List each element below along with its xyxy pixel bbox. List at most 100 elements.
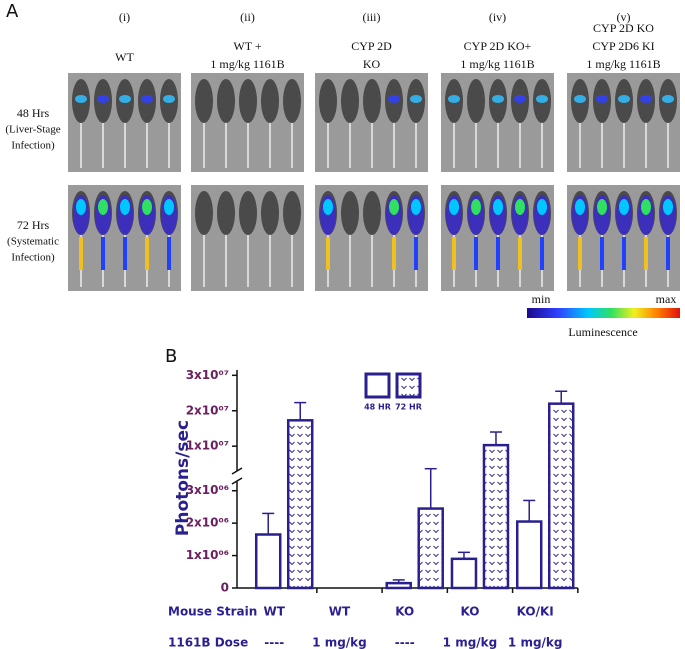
colorbar-max: max — [656, 292, 677, 306]
axis-break — [231, 477, 243, 485]
column-numeral: (i) — [119, 10, 130, 24]
colorbar-label: Luminescence — [568, 325, 637, 339]
category-label: KO/KI — [517, 605, 554, 619]
bar — [385, 581, 412, 590]
mouse — [341, 191, 359, 235]
dose-label: 1 mg/kg — [443, 636, 498, 649]
column-numeral: (v) — [617, 10, 631, 24]
category-label: WT — [329, 605, 351, 619]
y-tick-label: 3x10⁰⁷ — [186, 368, 229, 382]
signal — [163, 95, 175, 103]
legend-label: 48 HR — [364, 403, 391, 412]
colorbar — [527, 308, 680, 318]
legend-swatch — [364, 372, 391, 399]
signal — [597, 199, 607, 215]
column-label: WT + — [233, 39, 261, 53]
dose-label: 1 mg/kg — [312, 636, 367, 649]
y-tick-label: 0 — [221, 581, 229, 595]
column-label: 1 mg/kg 1161B — [586, 57, 660, 71]
category-label: WT — [264, 605, 286, 619]
bar — [417, 507, 444, 590]
signal — [120, 199, 130, 215]
signal — [618, 95, 630, 103]
mouse — [195, 79, 213, 123]
signal — [619, 199, 629, 215]
signal — [76, 199, 86, 215]
row-label: (Liver-Stage — [5, 124, 60, 136]
column-label: WT — [115, 50, 134, 64]
y-tick-label: 1x10⁰⁷ — [186, 439, 229, 453]
y-tick-label: 3x10⁰⁶ — [186, 483, 229, 497]
y-tick-label: 2x10⁰⁷ — [186, 403, 229, 417]
mouse — [363, 191, 381, 235]
y-axis-label: Photons/sec — [173, 420, 193, 536]
bar — [286, 419, 314, 590]
signal — [119, 95, 131, 103]
mouse — [217, 191, 235, 235]
dose-label: ---- — [395, 636, 415, 649]
signal — [142, 199, 152, 215]
signal — [448, 95, 460, 103]
signal — [515, 199, 525, 215]
y-tick-label: 2x10⁰⁶ — [186, 516, 229, 530]
column-numeral: (iii) — [363, 10, 381, 24]
dose-label: 1 mg/kg — [508, 636, 563, 649]
category-label: KO — [460, 605, 479, 619]
legend-swatch — [395, 372, 422, 399]
row-label: Infection) — [11, 252, 55, 264]
signal — [323, 199, 333, 215]
row-label: 72 Hrs — [17, 218, 50, 232]
dose-label: ---- — [264, 636, 284, 649]
signal — [641, 199, 651, 215]
signal — [514, 95, 526, 103]
mouse — [195, 191, 213, 235]
signal — [640, 95, 652, 103]
bar — [450, 557, 478, 590]
signal — [449, 199, 459, 215]
row-label: Mouse Strain — [168, 605, 257, 619]
category-label: KO — [395, 605, 414, 619]
column-numeral: (ii) — [240, 10, 255, 24]
bar — [515, 520, 543, 590]
signal — [388, 95, 400, 103]
signal — [537, 199, 547, 215]
signal — [663, 199, 673, 215]
axis-break — [231, 467, 243, 475]
column-numeral: (iv) — [489, 10, 506, 24]
signal — [141, 95, 153, 103]
signal — [596, 95, 608, 103]
column-label: 1 mg/kg 1161B — [210, 57, 284, 71]
mouse — [319, 79, 337, 123]
signal — [389, 199, 399, 215]
column-label: 1 mg/kg 1161B — [460, 57, 534, 71]
row-label: (Systematic — [7, 236, 59, 248]
column-label: KO — [363, 57, 381, 71]
mouse — [261, 191, 279, 235]
signal — [493, 199, 503, 215]
panel-label: B — [165, 346, 177, 367]
mouse — [261, 79, 279, 123]
legend-label: 72 HR — [395, 403, 422, 412]
column-label: CYP 2D — [351, 39, 392, 53]
panel-label: A — [6, 1, 19, 22]
signal — [411, 199, 421, 215]
signal — [662, 95, 674, 103]
signal — [574, 95, 586, 103]
signal — [75, 95, 87, 103]
row-label: Infection) — [11, 140, 55, 152]
signal — [164, 199, 174, 215]
mouse — [283, 191, 301, 235]
mouse — [363, 79, 381, 123]
signal — [471, 199, 481, 215]
column-label: CYP 2D KO+ — [464, 39, 532, 53]
signal — [575, 199, 585, 215]
row-label: 48 Hrs — [17, 106, 50, 120]
column-label: CYP 2D6 KI — [592, 39, 654, 53]
colorbar-min: min — [532, 292, 551, 306]
signal — [410, 95, 422, 103]
signal — [536, 95, 548, 103]
signal — [492, 95, 504, 103]
mouse — [467, 79, 485, 123]
bar — [254, 533, 282, 590]
